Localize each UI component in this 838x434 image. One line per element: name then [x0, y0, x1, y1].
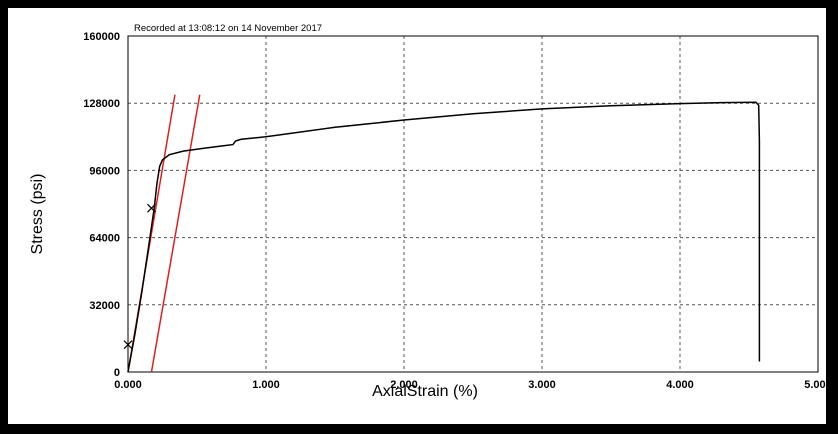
x-tick-labels: 0.000 1.000 2.000 3.000 4.000 5.000 [114, 379, 826, 391]
offset-lines [127, 94, 201, 373]
y-tick-label: 96000 [89, 165, 120, 177]
grid-lines [128, 36, 818, 372]
x-tick-label: 1.000 [252, 379, 280, 391]
y-tick-labels: 0 32000 64000 96000 128000 160000 [83, 31, 120, 379]
x-tick-label: 5.000 [804, 379, 826, 391]
y-tick-label: 64000 [89, 233, 120, 245]
x-marker [147, 203, 156, 213]
x-axis-title: AxialStrain (%) [372, 383, 478, 400]
x-tick-label: 4.000 [666, 379, 694, 391]
chart-svg: 0 32000 64000 96000 128000 160000 0.000 1.000 2… [29, 23, 826, 400]
chart-subtitle: Recorded at 13:08:12 on 14 November 2017 [134, 23, 322, 34]
x-tick-label: 2.000 [390, 379, 418, 391]
y-tick-label: 160000 [83, 31, 120, 43]
stress-strain-curve-group [127, 101, 761, 373]
x-marker [123, 340, 133, 350]
y-tick-label: 32000 [89, 300, 120, 312]
data-markers [123, 203, 156, 350]
offset-line [150, 94, 201, 373]
plot-area-border [127, 35, 819, 373]
x-tick-label: 0.000 [114, 379, 142, 391]
y-axis-title: Stress (psi) [29, 174, 46, 255]
stress-strain-curve [127, 101, 761, 373]
y-tick-label: 128000 [83, 98, 120, 110]
y-tick-label: 0 [114, 367, 120, 379]
x-tick-label: 3.000 [528, 379, 556, 391]
chart-frame: 0 32000 64000 96000 128000 160000 0.000 1.000 2… [6, 6, 828, 426]
